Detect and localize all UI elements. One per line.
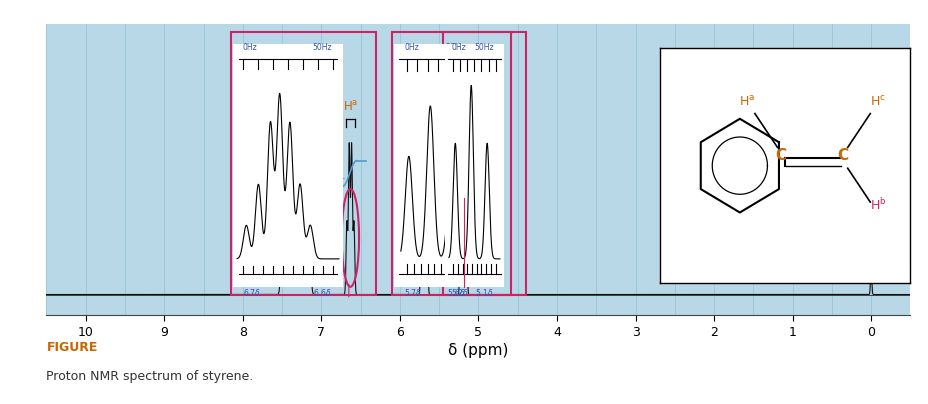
Text: 5.6$\delta$: 5.6$\delta$: [446, 287, 464, 298]
Text: Proton NMR spectrum of styrene.: Proton NMR spectrum of styrene.: [46, 370, 253, 383]
Text: FIGURE: FIGURE: [46, 341, 97, 354]
Text: 1: 1: [339, 171, 345, 181]
Text: H$^{\rm c}$: H$^{\rm c}$: [417, 131, 432, 145]
Text: 1: 1: [414, 181, 420, 191]
Text: C: C: [836, 148, 847, 163]
Text: 6.7$\delta$: 6.7$\delta$: [242, 287, 260, 298]
Text: 50Hz: 50Hz: [445, 43, 464, 52]
Text: H$^{\rm c}$: H$^{\rm c}$: [869, 95, 884, 109]
Bar: [231, 32, 376, 295]
Bar: [392, 32, 511, 295]
Text: H$^{\rm b}$: H$^{\rm b}$: [869, 197, 885, 213]
Bar: [443, 32, 525, 295]
Text: 0Hz: 0Hz: [451, 43, 465, 52]
Text: H$^{\rm a}$: H$^{\rm a}$: [739, 95, 754, 109]
Text: C: C: [775, 148, 786, 163]
Text: 5.1$\delta$: 5.1$\delta$: [474, 287, 493, 298]
Text: 6.6$\delta$: 6.6$\delta$: [313, 287, 331, 298]
Text: 5.7$\delta$: 5.7$\delta$: [404, 287, 421, 298]
X-axis label: δ (ppm): δ (ppm): [448, 343, 508, 358]
Text: H$^{\rm a}$: H$^{\rm a}$: [342, 100, 357, 114]
Text: 50Hz: 50Hz: [473, 43, 493, 52]
Text: 0Hz: 0Hz: [404, 43, 419, 52]
Text: H$^{\rm b}$: H$^{\rm b}$: [455, 114, 470, 130]
Text: 5.2$\delta$: 5.2$\delta$: [451, 287, 469, 298]
Text: 1: 1: [270, 97, 277, 107]
Text: 0Hz: 0Hz: [242, 43, 257, 52]
Text: 50Hz: 50Hz: [312, 43, 331, 52]
